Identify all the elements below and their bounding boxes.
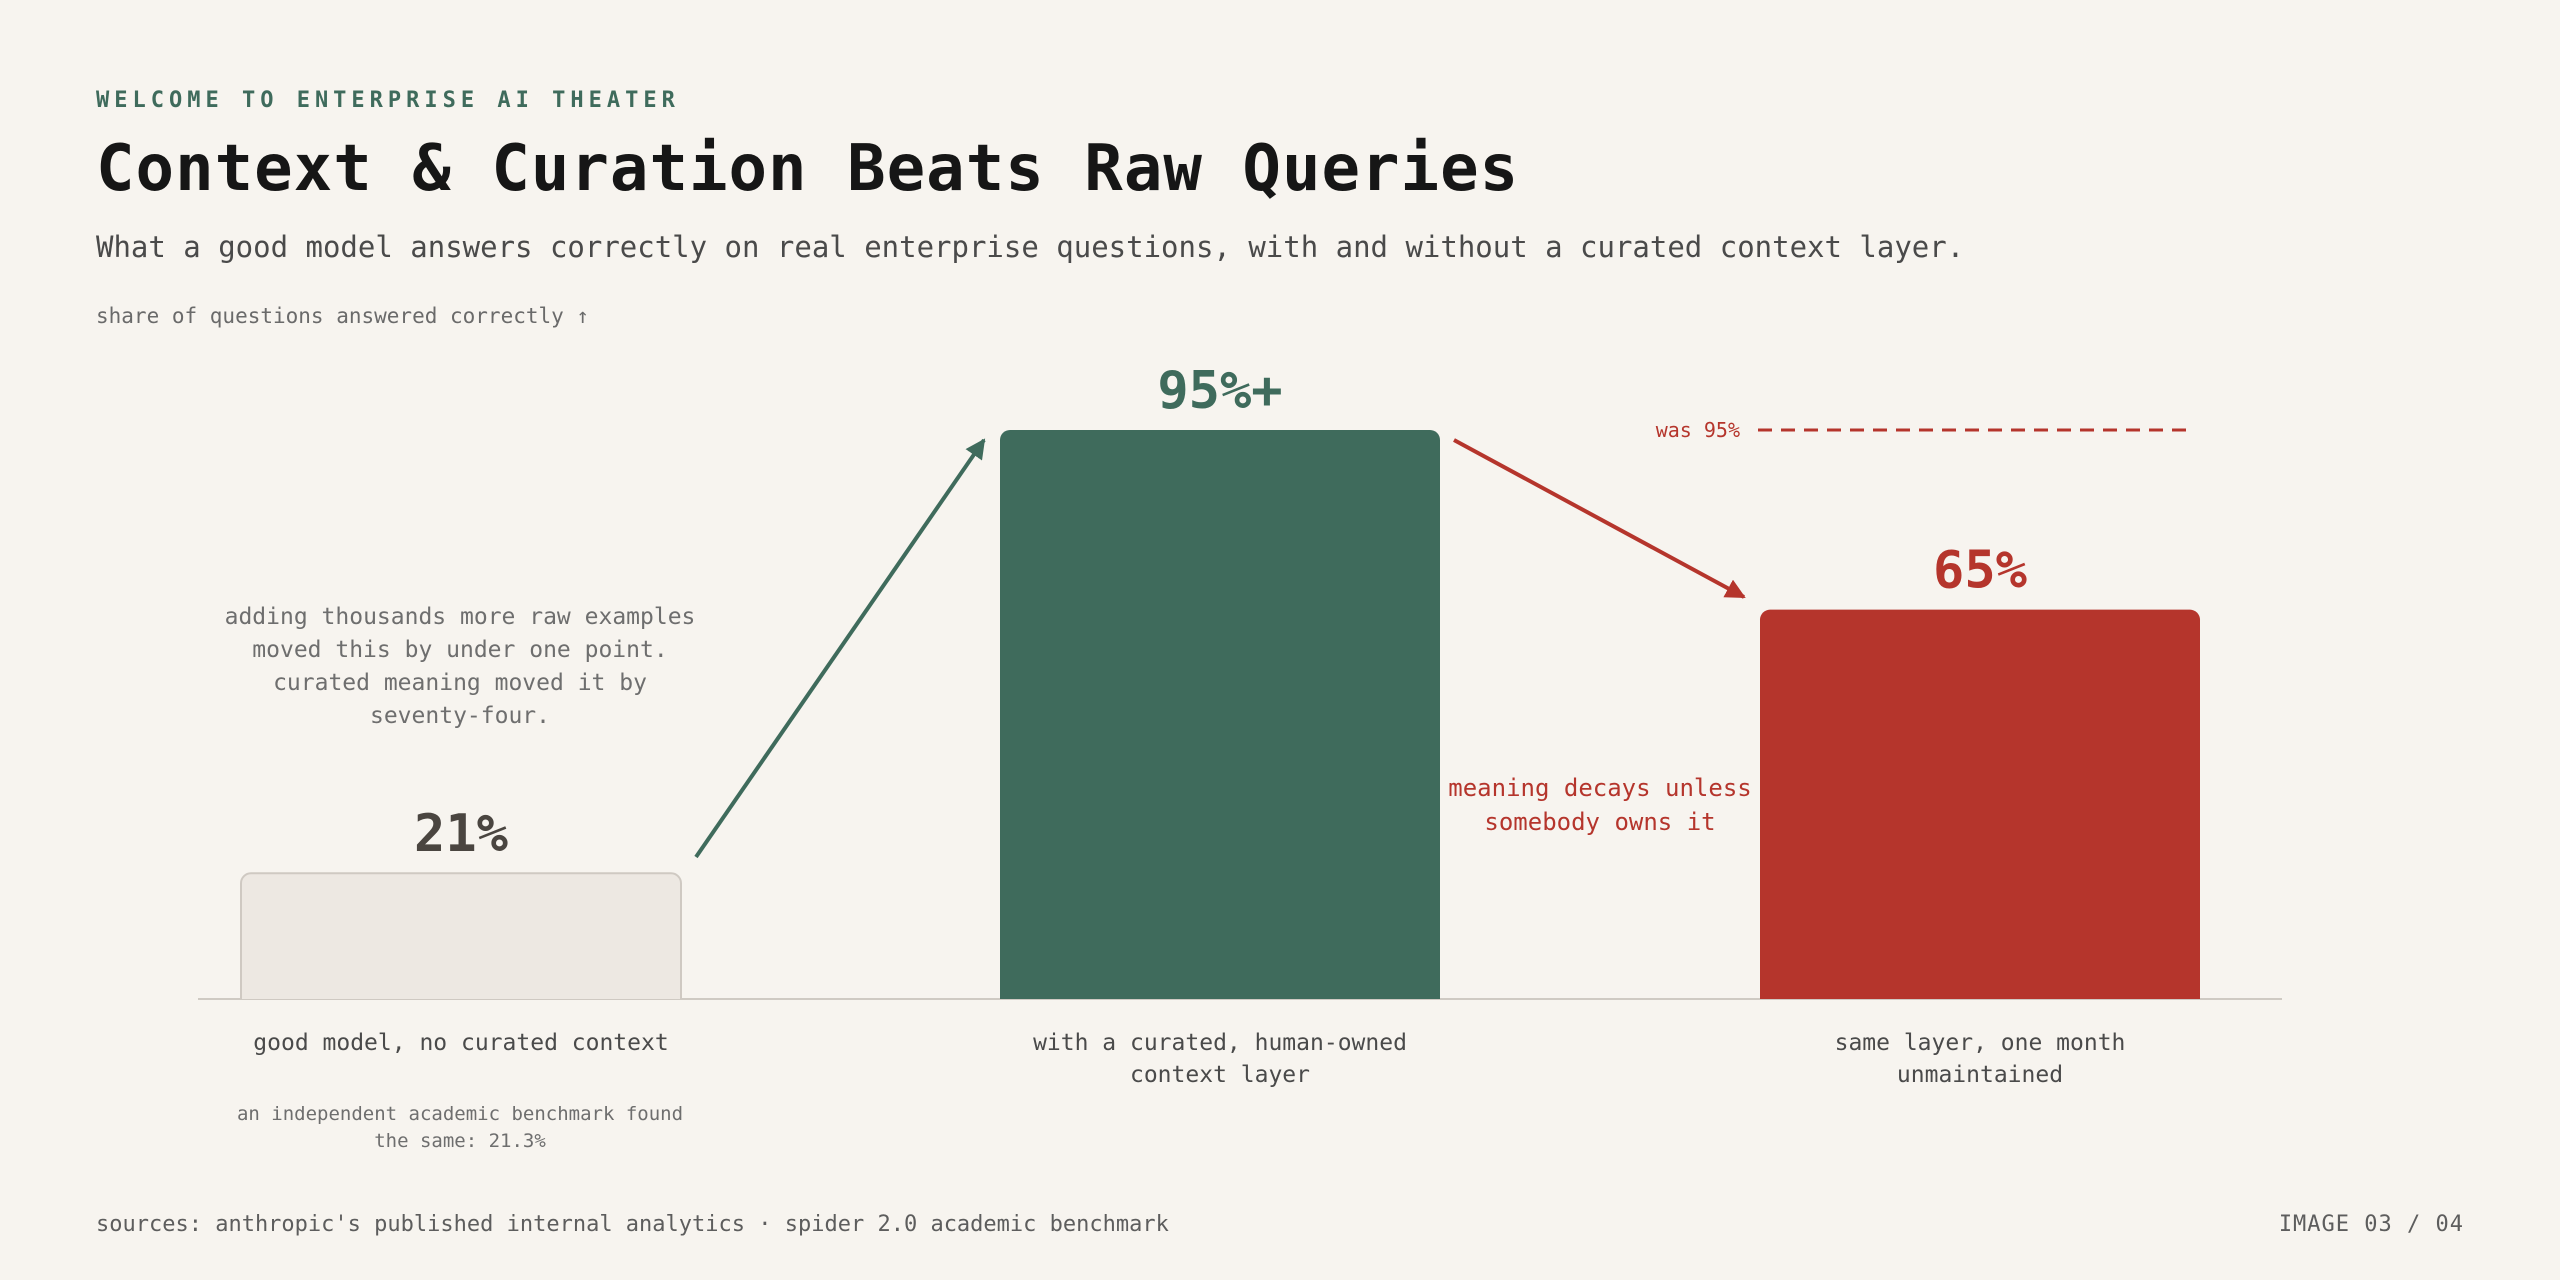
eyebrow-label: WELCOME TO ENTERPRISE AI THEATER [96,88,680,113]
left-note-line-2: moved this by under one point. [252,637,667,663]
increase-arrow [694,438,986,859]
left-note-line-3: curated meaning moved it by [273,670,647,696]
benchmark-note-line-1: an independent academic benchmark found [237,1103,683,1125]
bar-2-base [1000,987,1440,999]
page-indicator: IMAGE 03 / 04 [2278,1212,2464,1237]
category-label-2-line-2: context layer [1130,1062,1310,1088]
category-label-3-line-1: same layer, one month [1835,1030,2126,1056]
value-label-3: 65% [1933,541,2027,601]
value-label-1: 21% [414,804,508,864]
decay-note-line-2: somebody owns it [1484,808,1715,836]
bar-1-base [241,987,681,999]
y-axis-label: share of questions answered correctly ↑ [96,304,590,328]
category-label-1-line-1: good model, no curated context [253,1030,668,1056]
page-title: Context & Curation Beats Raw Queries [96,132,1520,206]
value-label-2: 95%+ [1157,361,1282,421]
left-note-line-1: adding thousands more raw examples [225,604,696,630]
bar-1 [240,872,682,1001]
category-label-3-line-2: unmaintained [1897,1062,2063,1088]
bar-3-base [1760,987,2200,999]
bar-3 [1760,609,2200,999]
benchmark-note-line-2: the same: 21.3% [374,1130,546,1152]
decrease-arrow [1453,438,1746,599]
category-label-2-line-1: with a curated, human-owned [1033,1030,1407,1056]
bar-2 [1000,430,1440,999]
reference-label: was 95% [1656,418,1740,442]
left-note-line-4: seventy-four. [370,703,550,729]
page-subtitle: What a good model answers correctly on r… [96,230,1965,264]
sources-footer: sources: anthropic's published internal … [96,1212,1169,1237]
decay-note-line-1: meaning decays unless [1448,774,1751,802]
